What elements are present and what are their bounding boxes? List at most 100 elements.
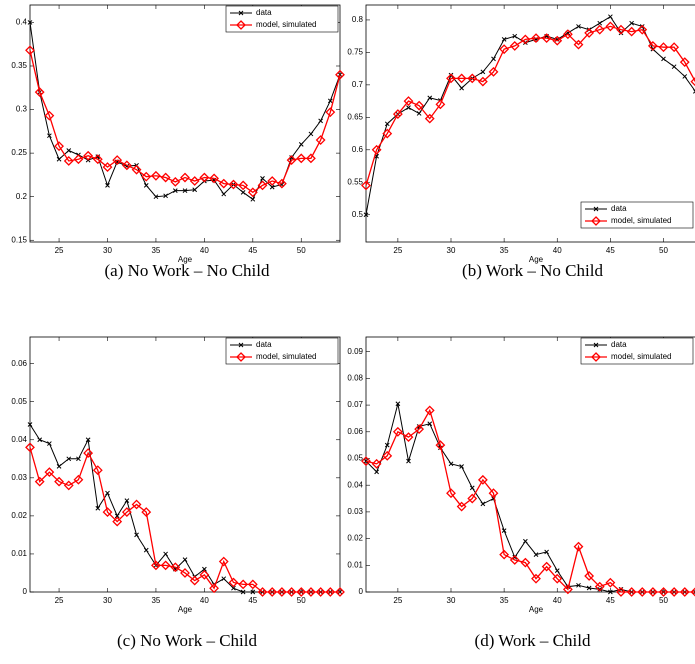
- marker: [384, 442, 390, 448]
- marker: [325, 107, 336, 118]
- marker: [573, 39, 584, 50]
- marker: [584, 28, 595, 38]
- x-tick-label: 45: [606, 596, 615, 605]
- legend-marker: [238, 10, 244, 16]
- marker: [308, 131, 314, 137]
- marker: [480, 501, 486, 507]
- marker: [605, 21, 616, 32]
- marker: [131, 499, 142, 510]
- panel: 25 30 35 40 45 50 0 0.01 0.02 0.03 0.04 0.05 0.06 0.0…: [347, 336, 695, 650]
- y-tick-label: 0.15: [11, 235, 27, 244]
- marker: [276, 587, 287, 597]
- marker: [541, 561, 552, 572]
- x-tick-label: 40: [553, 596, 562, 605]
- marker: [520, 557, 531, 568]
- marker: [289, 155, 294, 160]
- legend-label: model, simulated: [611, 352, 671, 361]
- marker: [202, 566, 207, 572]
- marker: [586, 585, 592, 591]
- x-tick-label: 35: [151, 246, 160, 255]
- marker: [27, 422, 33, 427]
- y-tick-label: 0: [359, 587, 364, 596]
- marker: [361, 180, 371, 191]
- y-tick-label: 0.7: [352, 80, 364, 89]
- legend-marker: [236, 20, 246, 30]
- marker: [325, 587, 336, 597]
- marker: [306, 153, 316, 164]
- marker: [25, 45, 35, 56]
- marker: [25, 442, 35, 453]
- marker: [552, 35, 563, 46]
- x-tick-label: 50: [297, 246, 306, 255]
- marker: [182, 557, 188, 563]
- marker: [209, 173, 219, 184]
- marker: [361, 456, 371, 467]
- marker: [363, 212, 369, 218]
- marker: [584, 571, 595, 581]
- marker: [66, 456, 72, 462]
- marker: [552, 573, 563, 584]
- marker: [141, 507, 152, 517]
- marker: [221, 576, 227, 582]
- marker: [392, 109, 403, 120]
- marker: [435, 99, 446, 110]
- marker: [335, 69, 345, 80]
- y-tick-label: 0.02: [11, 511, 27, 520]
- marker: [247, 187, 258, 198]
- x-tick-label: 35: [500, 596, 509, 605]
- x-tick-label: 50: [659, 246, 668, 255]
- y-tick-label: 0.02: [347, 534, 363, 543]
- legend: data model, simulated: [225, 5, 339, 33]
- marker: [121, 160, 132, 171]
- marker: [306, 587, 316, 597]
- series-line: [365, 25, 695, 186]
- marker: [163, 551, 168, 557]
- legend-label: data: [256, 340, 272, 349]
- marker: [512, 33, 518, 39]
- marker: [491, 56, 496, 62]
- marker: [240, 189, 246, 195]
- marker: [315, 587, 326, 597]
- marker: [446, 488, 456, 499]
- y-tick-label: 0.06: [11, 359, 27, 368]
- marker: [105, 490, 110, 496]
- y-tick-label: 0.05: [11, 397, 27, 406]
- marker: [647, 587, 658, 597]
- y-tick-label: 0.04: [11, 435, 27, 444]
- marker: [448, 461, 454, 467]
- marker: [629, 20, 634, 26]
- y-tick-label: 0.8: [352, 15, 364, 24]
- marker: [658, 587, 669, 597]
- marker: [286, 155, 297, 166]
- marker: [228, 577, 239, 588]
- marker: [143, 547, 149, 553]
- marker: [92, 154, 103, 165]
- marker: [85, 437, 91, 443]
- marker: [134, 532, 139, 538]
- marker: [501, 528, 507, 533]
- marker: [562, 29, 573, 40]
- marker: [382, 450, 393, 461]
- y-tick-label: 0.08: [347, 373, 363, 382]
- marker: [647, 40, 658, 51]
- marker: [544, 549, 549, 555]
- marker: [414, 424, 425, 435]
- legend-marker: [591, 352, 601, 362]
- legend-box: [225, 337, 339, 365]
- marker: [298, 142, 304, 147]
- legend: data model, simulated: [225, 337, 339, 365]
- marker: [269, 184, 275, 190]
- marker: [238, 579, 249, 590]
- marker: [594, 581, 605, 592]
- legend-marker: [591, 216, 601, 226]
- x-tick-label: 30: [103, 596, 112, 605]
- x-tick-label: 25: [393, 596, 402, 605]
- plot-area: [29, 336, 341, 593]
- plot-area: [29, 4, 341, 243]
- x-tick-label: 45: [248, 596, 257, 605]
- marker: [182, 188, 188, 193]
- marker: [267, 176, 278, 186]
- marker: [693, 589, 695, 595]
- marker: [34, 476, 45, 487]
